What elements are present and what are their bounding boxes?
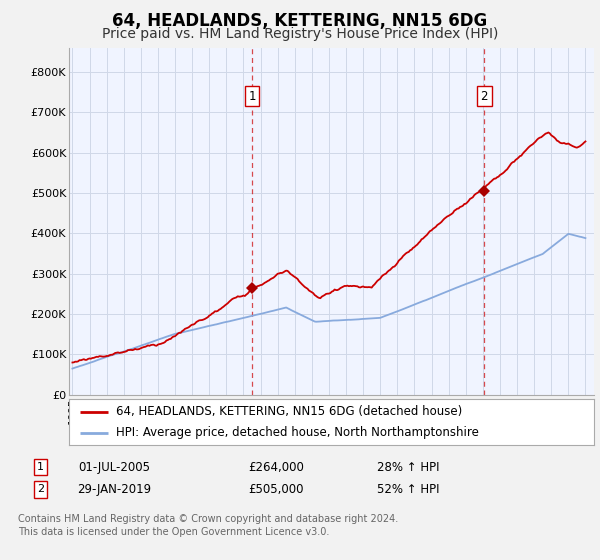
Text: 64, HEADLANDS, KETTERING, NN15 6DG: 64, HEADLANDS, KETTERING, NN15 6DG — [112, 12, 488, 30]
Text: 52% ↑ HPI: 52% ↑ HPI — [377, 483, 439, 496]
Text: 1: 1 — [248, 90, 256, 102]
Text: HPI: Average price, detached house, North Northamptonshire: HPI: Average price, detached house, Nort… — [116, 426, 479, 439]
Text: 29-JAN-2019: 29-JAN-2019 — [77, 483, 151, 496]
Text: Contains HM Land Registry data © Crown copyright and database right 2024.
This d: Contains HM Land Registry data © Crown c… — [18, 514, 398, 537]
Text: 2: 2 — [37, 484, 44, 494]
Text: 1: 1 — [37, 462, 44, 472]
Text: Price paid vs. HM Land Registry's House Price Index (HPI): Price paid vs. HM Land Registry's House … — [102, 27, 498, 41]
Text: £264,000: £264,000 — [248, 460, 304, 474]
Text: 2: 2 — [481, 90, 488, 102]
Text: £505,000: £505,000 — [248, 483, 304, 496]
Text: 28% ↑ HPI: 28% ↑ HPI — [377, 460, 439, 474]
Text: 64, HEADLANDS, KETTERING, NN15 6DG (detached house): 64, HEADLANDS, KETTERING, NN15 6DG (deta… — [116, 405, 463, 418]
Text: 01-JUL-2005: 01-JUL-2005 — [78, 460, 150, 474]
